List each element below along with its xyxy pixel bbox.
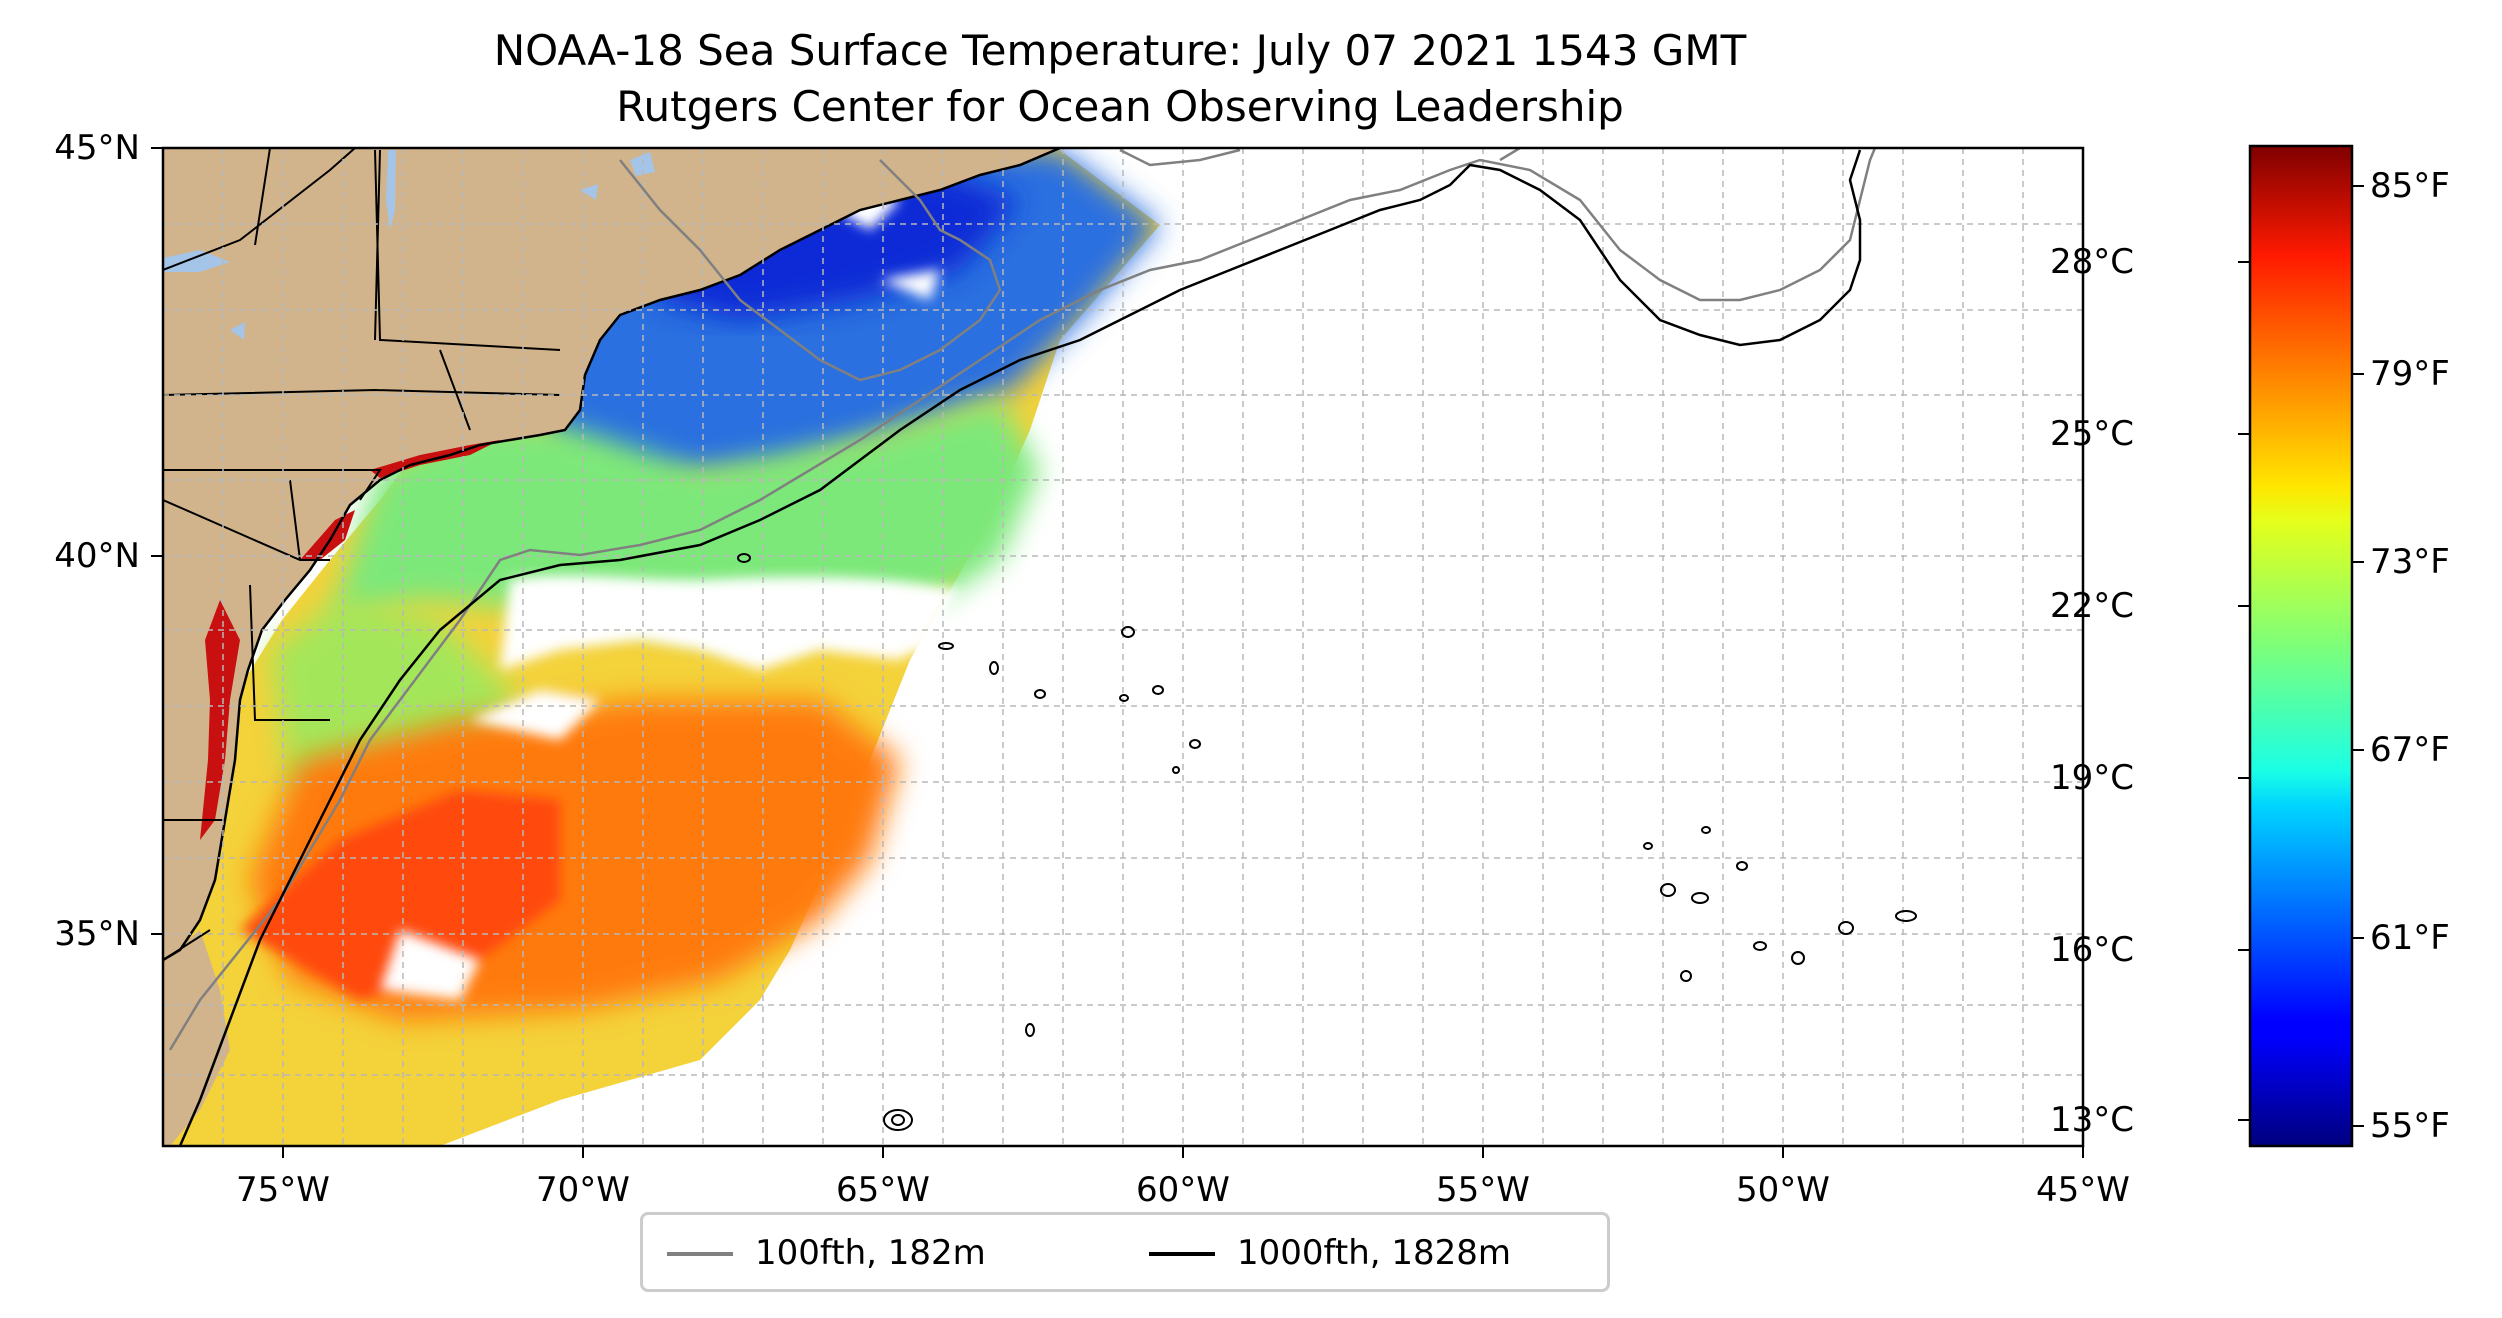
colorbar-label-13c: 13°C — [2049, 1100, 2134, 1140]
lon-label-65w: 65°W — [836, 1170, 930, 1210]
colorbar-label-61f: 61°F — [2370, 918, 2450, 958]
coastline — [163, 148, 1061, 962]
colorbar-label-79f: 79°F — [2370, 354, 2450, 394]
legend-label-1000fth: 1000fth, 1828m — [1237, 1233, 1512, 1273]
sst-gulf-stream-core — [240, 790, 560, 1000]
colorbar-gradient — [2248, 144, 2354, 1148]
seamount-outlines — [737, 553, 1917, 1131]
colorbar-label-28c: 28°C — [2049, 242, 2134, 282]
lat-label-45n: 45°N — [54, 128, 140, 168]
lon-label-55w: 55°W — [1436, 1170, 1530, 1210]
colorbar-label-25c: 25°C — [2049, 414, 2134, 454]
contour-100fth-182m — [168, 148, 1877, 1051]
lon-label-75w: 75°W — [236, 1170, 330, 1210]
graticule — [163, 148, 2083, 1146]
contour-legend: 100fth, 182m 1000fth, 1828m — [640, 1212, 1610, 1292]
colorbar-label-55f: 55°F — [2370, 1106, 2450, 1146]
colorbar-ticks — [2238, 185, 2364, 1127]
sst-cloud-band — [500, 575, 960, 670]
legend-swatch-100fth — [667, 1252, 733, 1256]
contour-1000fth-1828m — [178, 149, 1862, 1146]
map-area — [163, 148, 2083, 1146]
lon-label-60w: 60°W — [1136, 1170, 1230, 1210]
lon-label-50w: 50°W — [1736, 1170, 1830, 1210]
chesapeake-bay — [200, 600, 240, 840]
colorbar-label-19c: 19°C — [2049, 758, 2134, 798]
axis-ticks — [151, 147, 2084, 1158]
lake-champlain — [386, 150, 396, 230]
colorbar-label-73f: 73°F — [2370, 542, 2450, 582]
colorbar-label-67f: 67°F — [2370, 730, 2450, 770]
legend-swatch-1000fth — [1149, 1252, 1215, 1256]
lon-label-70w: 70°W — [536, 1170, 630, 1210]
colorbar-label-22c: 22°C — [2049, 586, 2134, 626]
lake-ontario-edge — [163, 250, 230, 272]
map-title: NOAA-18 Sea Surface Temperature: July 07… — [493, 26, 1747, 75]
colorbar-label-16c: 16°C — [2049, 930, 2134, 970]
map-subtitle: Rutgers Center for Ocean Observing Leade… — [616, 82, 1624, 131]
colorbar-label-85f: 85°F — [2370, 166, 2450, 206]
lat-label-40n: 40°N — [54, 536, 140, 576]
lat-label-35n: 35°N — [54, 914, 140, 954]
lon-label-45w: 45°W — [2036, 1170, 2130, 1210]
land-mass — [163, 148, 1060, 960]
map-frame — [161, 146, 2085, 1148]
state-borders — [163, 148, 561, 961]
legend-label-100fth: 100fth, 182m — [755, 1233, 986, 1273]
